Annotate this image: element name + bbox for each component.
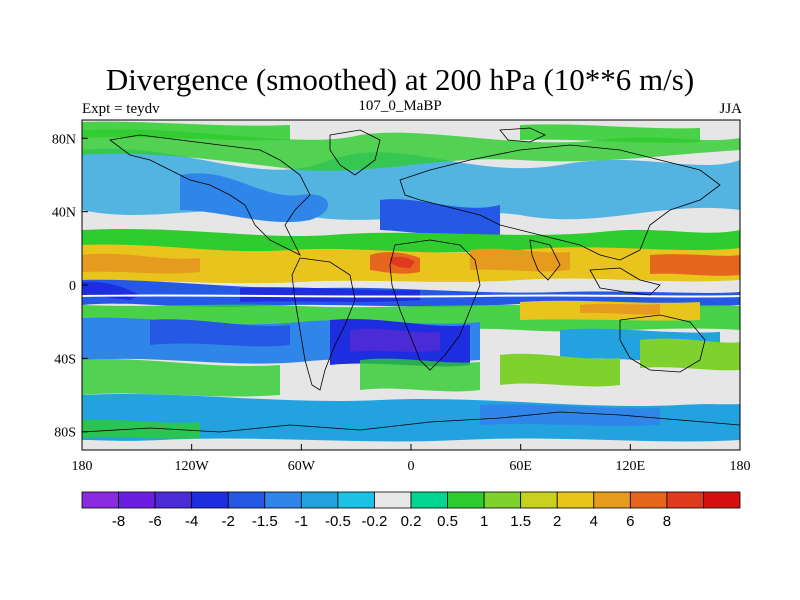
y-tick-label: 40N	[52, 206, 76, 221]
axis-ticks: 180 120W 60W 0 60E 120E 180 80N 40N 0 40S 80S	[52, 132, 751, 474]
colorbar-label: -1	[295, 513, 308, 530]
colorbar-swatch	[556, 491, 595, 509]
x-tick-label: 60W	[288, 459, 316, 474]
colorbar-swatch	[264, 491, 302, 509]
y-tick-label: 40S	[54, 352, 76, 367]
colorbar-swatch	[410, 491, 448, 509]
colorbar-label: -0.5	[325, 513, 351, 530]
colorbar-swatch	[374, 491, 412, 509]
plot-area: 180 120W 60W 0 60E 120E 180 80N 40N 0 40S 80S	[52, 119, 751, 474]
colorbar-swatch	[629, 491, 668, 509]
page-title: Divergence (smoothed) at 200 hPa (10**6 …	[105, 62, 695, 97]
colorbar-label: 0.5	[437, 513, 458, 530]
colorbar-label: 1.5	[510, 513, 531, 530]
contour-fill	[82, 121, 740, 442]
period-label: 107_0_MaBP	[358, 98, 442, 114]
colorbar-label: -0.2	[362, 513, 388, 530]
colorbar-label: -2	[222, 513, 235, 530]
colorbar-swatch	[118, 491, 156, 509]
colorbar-label: 0.2	[401, 513, 422, 530]
experiment-label: Expt = teydv	[82, 101, 160, 117]
colorbar-swatch	[191, 491, 229, 509]
colorbar-label: 6	[626, 513, 634, 530]
colorbar-swatch	[593, 491, 631, 509]
colorbar-label: -8	[112, 513, 125, 530]
colorbar-label: 4	[590, 513, 598, 530]
y-tick-label: 80S	[54, 426, 76, 441]
colorbar-swatch	[483, 491, 522, 509]
colorbar-label: 2	[553, 513, 561, 530]
season-label: JJA	[719, 101, 742, 117]
colorbar-swatch	[447, 491, 485, 509]
x-tick-label: 120W	[175, 459, 210, 474]
y-tick-label: 0	[69, 279, 76, 294]
colorbar-swatch	[666, 491, 704, 509]
x-tick-label: 120E	[616, 459, 646, 474]
colorbar-swatch	[81, 491, 119, 509]
colorbar-label: -1.5	[252, 513, 278, 530]
colorbar-label: 1	[480, 513, 488, 530]
colorbar-label: 8	[663, 513, 671, 530]
colorbar-swatch	[337, 491, 375, 509]
colorbar-swatch	[300, 491, 339, 509]
coastlines	[82, 127, 740, 433]
colorbar-label: -4	[185, 513, 198, 530]
colorbar-swatch	[520, 491, 558, 509]
x-tick-label: 0	[408, 459, 415, 474]
x-tick-label: 60E	[509, 459, 532, 474]
colorbar-label: -6	[148, 513, 161, 530]
x-tick-label: 180	[730, 459, 751, 474]
x-tick-label: 180	[72, 459, 93, 474]
colorbar-swatch	[703, 491, 741, 509]
y-tick-label: 80N	[52, 132, 76, 147]
colorbar-swatch	[154, 491, 193, 509]
colorbar-swatch	[227, 491, 266, 509]
colorbar: -8 -6 -4 -2 -1.5 -1 -0.5 -0.2 0.2 0.5 1 1.5 2 4 6 8	[81, 491, 741, 530]
